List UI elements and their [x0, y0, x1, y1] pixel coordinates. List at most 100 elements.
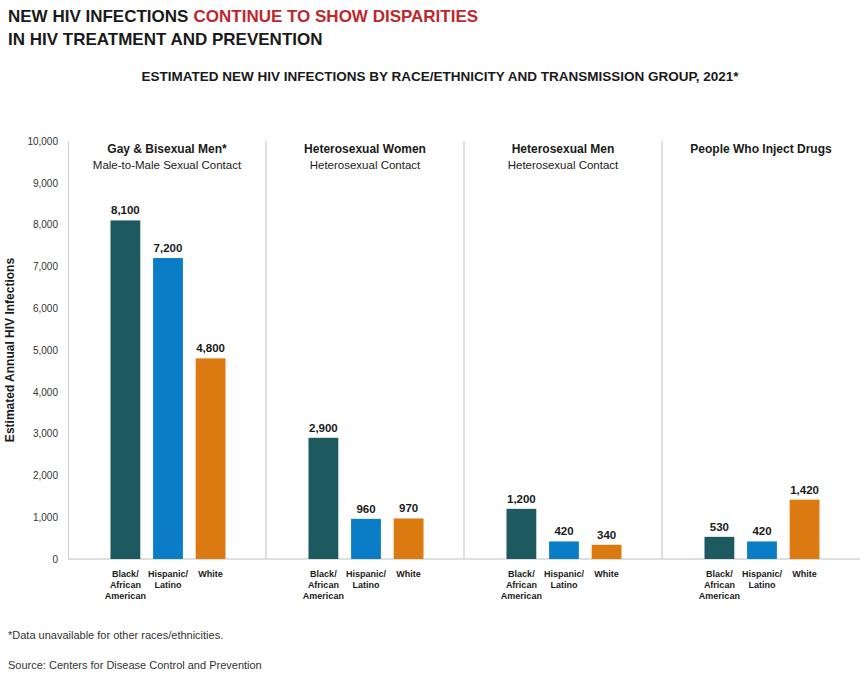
x-tick-label: Black/AfricanAmerican — [303, 569, 344, 601]
y-axis-line — [68, 142, 69, 560]
baseline — [68, 559, 860, 560]
x-tick-label: White — [792, 569, 817, 579]
group-label: Heterosexual Women — [304, 142, 426, 156]
bar — [153, 258, 183, 559]
x-tick-label-line: American — [501, 591, 542, 601]
bar — [506, 509, 536, 559]
x-tick-label-line: Latino — [154, 580, 181, 590]
data-label: 2,900 — [309, 422, 338, 434]
x-tick-label-line: Latino — [748, 580, 775, 590]
y-tick: 8,000 — [33, 219, 68, 230]
y-tick: 7,000 — [33, 261, 68, 272]
x-tick-label-line: Hispanic/ — [346, 569, 387, 579]
y-tick: 1,000 — [33, 512, 68, 523]
y-tick-label: 8,000 — [33, 219, 58, 230]
x-tick-label-line: American — [699, 591, 740, 601]
x-tick-label-line: Black/ — [112, 569, 139, 579]
y-tick: 3,000 — [33, 428, 68, 439]
source: Source: Centers for Disease Control and … — [8, 659, 262, 671]
x-tick-label-line: Hispanic/ — [544, 569, 585, 579]
bar — [704, 537, 734, 559]
y-tick: 9,000 — [33, 178, 68, 189]
title-part: NEW HIV INFECTIONS — [8, 7, 188, 26]
bar — [351, 519, 381, 559]
y-tick-label: 1,000 — [33, 512, 58, 523]
group-label: People Who Inject Drugs — [690, 142, 832, 156]
x-tick-label: Hispanic/Latino — [346, 569, 387, 590]
y-tick-label: 5,000 — [33, 345, 58, 356]
x-tick-label: White — [594, 569, 619, 579]
y-tick: 0 — [52, 554, 68, 565]
x-tick-label: Hispanic/Latino — [148, 569, 189, 590]
subtitle: ESTIMATED NEW HIV INFECTIONS BY RACE/ETH… — [141, 69, 739, 84]
y-tick-label: 7,000 — [33, 261, 58, 272]
bars — [110, 220, 819, 559]
footnote: *Data unavailable for other races/ethnic… — [8, 629, 223, 641]
x-tick-label-line: Latino — [550, 580, 577, 590]
x-tick-label: Hispanic/Latino — [544, 569, 585, 590]
x-tick-label-line: Latino — [352, 580, 379, 590]
texts: Gay & Bisexual Men* Male-to-Male Sexual C… — [93, 142, 832, 601]
x-tick-label-line: White — [396, 569, 421, 579]
bar — [196, 358, 226, 559]
y-tick-label: 10,000 — [27, 136, 58, 147]
x-tick-label-line: White — [198, 569, 223, 579]
y-tick: 6,000 — [33, 303, 68, 314]
data-label: 420 — [752, 525, 771, 537]
title: IN HIV TREATMENT AND PREVENTION — [8, 30, 323, 49]
y-axis: 0 1,000 2,000 3,000 4,000 5,000 6,000 7,000 8,00… — [27, 136, 68, 565]
data-label: 8,100 — [111, 204, 140, 216]
bar — [790, 500, 820, 559]
bar — [308, 438, 338, 559]
x-tick-label-line: White — [594, 569, 619, 579]
y-tick-label: 0 — [52, 554, 58, 565]
y-tick-label: 9,000 — [33, 178, 58, 189]
y-tick-label: 2,000 — [33, 470, 58, 481]
data-label: 7,200 — [154, 242, 183, 254]
x-tick-label-line: Hispanic/ — [148, 569, 189, 579]
data-label: 1,420 — [790, 484, 819, 496]
bar — [747, 541, 777, 559]
x-tick-label-line: Black/ — [706, 569, 733, 579]
x-tick-label: Black/AfricanAmerican — [501, 569, 542, 601]
y-tick: 10,000 — [27, 136, 68, 147]
bar — [394, 518, 424, 559]
group-label: Heterosexual Men — [512, 142, 615, 156]
x-tick-label-line: Black/ — [310, 569, 337, 579]
y-tick-label: 4,000 — [33, 387, 58, 398]
group-subtitle: Male-to-Male Sexual Contact — [93, 159, 242, 171]
group-subtitle: Heterosexual Contact — [310, 159, 421, 171]
chart: NEW HIV INFECTIONS CONTINUE TO SHOW DISPA… — [0, 0, 864, 680]
x-tick-label-line: White — [792, 569, 817, 579]
data-label: 4,800 — [196, 342, 225, 354]
x-tick-label-line: American — [105, 591, 146, 601]
x-tick-label: White — [198, 569, 223, 579]
data-label: 970 — [399, 502, 418, 514]
data-label: 1,200 — [507, 493, 536, 505]
y-tick: 4,000 — [33, 387, 68, 398]
y-tick-label: 6,000 — [33, 303, 58, 314]
bar — [110, 220, 140, 559]
x-tick-label: Hispanic/Latino — [742, 569, 783, 590]
y-tick-label: 3,000 — [33, 428, 58, 439]
x-tick-label-line: African — [110, 580, 141, 590]
data-label: 420 — [554, 525, 573, 537]
group-subtitle: Heterosexual Contact — [508, 159, 619, 171]
x-tick-label-line: African — [308, 580, 339, 590]
y-axis-title: Estimated Annual HIV Infections — [3, 258, 17, 443]
group-separator — [266, 141, 267, 559]
data-label: 530 — [710, 521, 729, 533]
data-label: 960 — [356, 503, 375, 515]
x-tick-label-line: African — [704, 580, 735, 590]
data-label: 340 — [597, 529, 616, 541]
x-tick-label-line: Hispanic/ — [742, 569, 783, 579]
y-tick: 2,000 — [33, 470, 68, 481]
x-tick-label: Black/AfricanAmerican — [105, 569, 146, 601]
x-tick-label-line: American — [303, 591, 344, 601]
title-highlight: CONTINUE TO SHOW DISPARITIES — [194, 7, 479, 26]
x-tick-label-line: African — [506, 580, 537, 590]
group-separator — [662, 141, 663, 559]
bar — [592, 545, 622, 559]
group-label: Gay & Bisexual Men* — [107, 142, 227, 156]
x-tick-label: White — [396, 569, 421, 579]
